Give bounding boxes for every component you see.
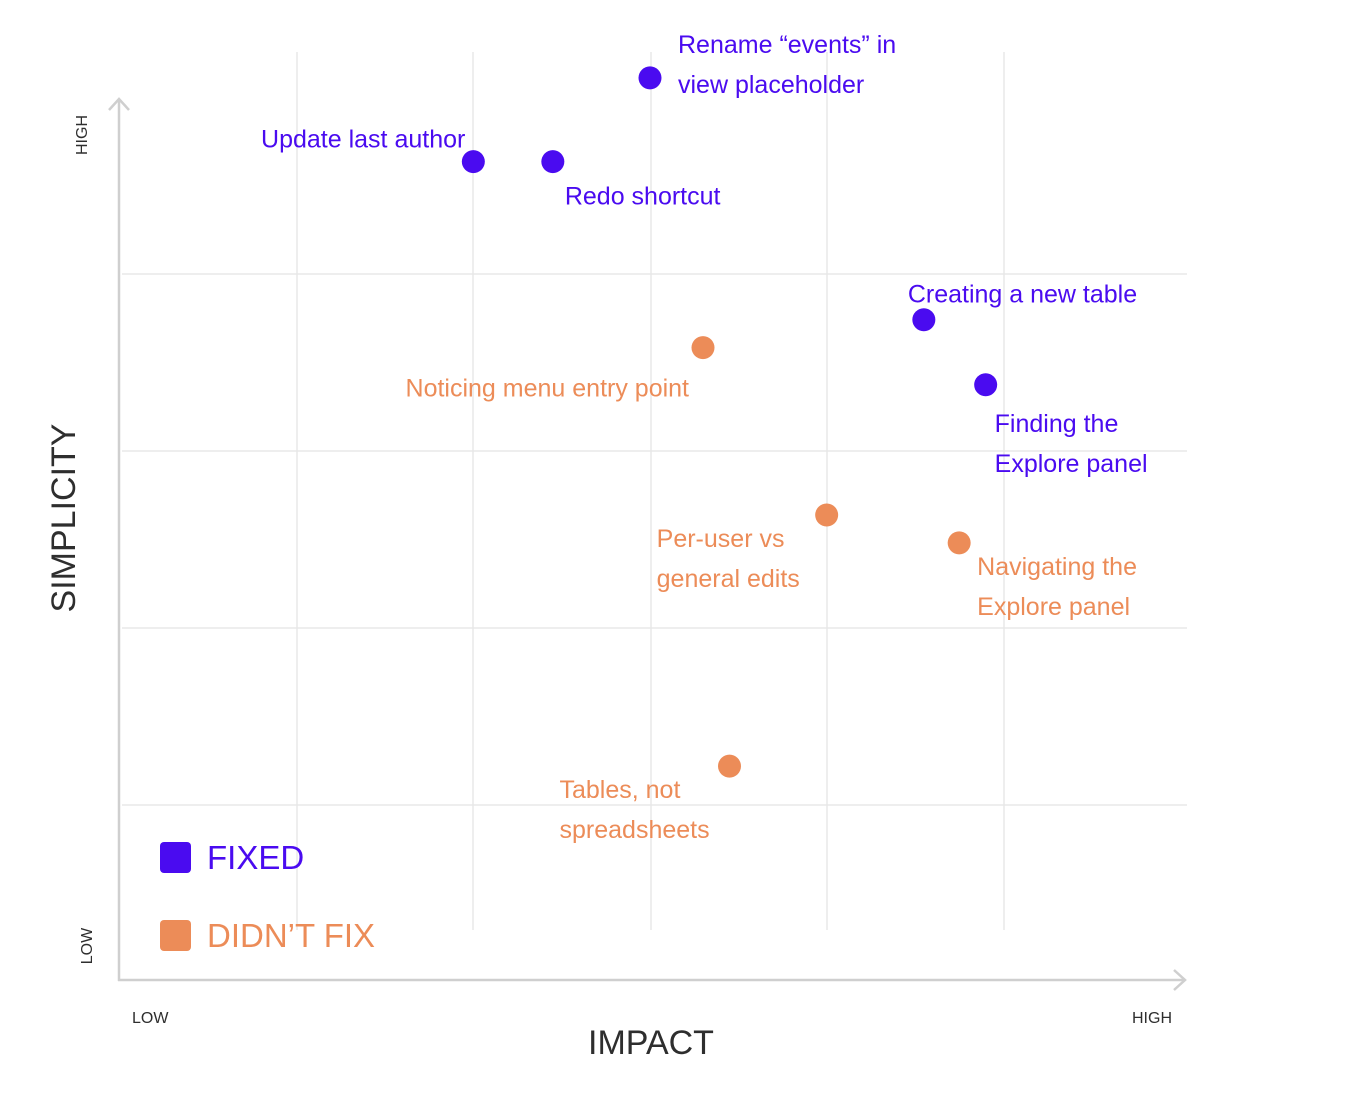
point-label: Tables, not spreadsheets (560, 776, 710, 844)
data-point (815, 503, 839, 527)
point-label: Update last author (261, 126, 465, 154)
x-axis-low-label: LOW (132, 1010, 169, 1027)
legend-label: DIDN’T FIX (207, 917, 375, 954)
y-axis-title: SIMPLICITY (45, 424, 83, 613)
y-axis-low-label: LOW (79, 927, 96, 964)
x-axis-high-label: HIGH (1132, 1010, 1172, 1027)
legend-swatch (160, 842, 191, 873)
data-point (947, 531, 971, 555)
legend-label: FIXED (207, 839, 304, 876)
data-point (541, 150, 565, 174)
point-label: Noticing menu entry point (406, 375, 690, 403)
point-label: Rename “events” in view placeholder (678, 31, 896, 99)
x-axis-title: IMPACT (588, 1024, 714, 1062)
data-point (718, 754, 741, 778)
data-point (691, 336, 715, 360)
grid (122, 52, 1187, 930)
point-labels: Rename “events” in view placeholder Update… (261, 31, 1148, 844)
x-axis-arrow (1173, 969, 1187, 991)
data-point (974, 373, 998, 397)
axes (108, 97, 1187, 991)
point-label: Creating a new table (908, 281, 1137, 309)
legend: FIXED DIDN’T FIX (160, 839, 375, 954)
legend-swatch (160, 920, 191, 951)
y-axis-high-label: HIGH (74, 115, 91, 155)
data-point (638, 66, 662, 90)
data-point (912, 308, 936, 332)
point-label: Per-user vs general edits (657, 525, 800, 593)
data-points (461, 66, 998, 778)
point-label: Redo shortcut (565, 183, 721, 211)
point-label: Finding the Explore panel (995, 410, 1148, 478)
data-point (461, 150, 485, 174)
point-label: Navigating the Explore panel (977, 553, 1137, 621)
y-axis-arrow (108, 97, 130, 111)
